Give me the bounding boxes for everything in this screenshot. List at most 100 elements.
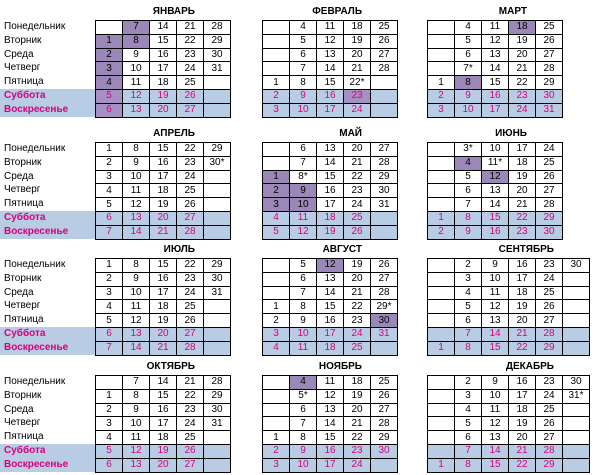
day-cell: 3 bbox=[262, 326, 290, 342]
week-row: 6 13 20 27 bbox=[95, 102, 231, 118]
day-cell: 28 bbox=[535, 61, 563, 77]
month-calendar: МАЙ 6 13 20 27 7 14 21 28 1 8* 15 22 29 2 9 16 23 30 3 10 17 2… bbox=[262, 127, 398, 240]
day-cell: 1 bbox=[262, 75, 290, 90]
week-row: 2 9 16 23 30 bbox=[427, 224, 563, 240]
day-cell: 6 bbox=[95, 457, 123, 473]
day-cell bbox=[203, 102, 231, 118]
day-cell: 14 bbox=[481, 443, 509, 459]
day-cell: 20 bbox=[343, 271, 371, 287]
day-cell: 19 bbox=[343, 33, 371, 49]
day-cell: 6 bbox=[95, 102, 123, 118]
month-title: НОЯБРЬ bbox=[318, 361, 362, 372]
day-cell: 10 bbox=[481, 388, 509, 404]
day-cell: 30 bbox=[562, 375, 590, 390]
day-cell: 9 bbox=[289, 313, 317, 328]
week-row: 6 13 20 27 bbox=[262, 271, 398, 287]
day-cell: 13 bbox=[316, 142, 344, 157]
day-cell: 3 bbox=[427, 102, 455, 118]
day-cell bbox=[262, 20, 290, 35]
weekday-label: Воскресенье bbox=[0, 340, 95, 355]
day-cell: 2 bbox=[427, 88, 455, 104]
day-cell: 23 bbox=[176, 402, 204, 418]
weekday-label: Среда bbox=[4, 286, 34, 298]
day-cell: 24 bbox=[535, 388, 563, 404]
day-cell: 5 bbox=[95, 313, 123, 328]
week-row: 4 11 18 25 bbox=[262, 210, 398, 226]
day-cell: 28 bbox=[535, 197, 563, 212]
day-cell: 10 bbox=[289, 326, 317, 342]
day-cell bbox=[203, 326, 231, 342]
day-cell bbox=[427, 326, 455, 342]
week-row: 4 11 18 25 bbox=[95, 183, 231, 199]
week-row: 3 10 17 24 31 bbox=[95, 416, 231, 432]
day-cell: 10 bbox=[289, 457, 317, 473]
day-cell: 20 bbox=[149, 210, 177, 226]
day-cell: 2 bbox=[95, 47, 123, 63]
week-row: 3 10 17 24 31 bbox=[95, 61, 231, 77]
day-cell: 10 bbox=[122, 61, 150, 77]
day-cell: 23 bbox=[508, 224, 536, 240]
day-cell: 19 bbox=[343, 388, 371, 404]
day-cell: 27 bbox=[176, 457, 204, 473]
day-cell: 19 bbox=[316, 224, 344, 240]
day-cell bbox=[203, 224, 231, 240]
quarter-block: Понедельник Вторник Среда Четверг Пятница Суб… bbox=[0, 360, 600, 473]
weekday-label: Суббота bbox=[0, 88, 95, 103]
day-cell: 27 bbox=[370, 142, 398, 157]
day-cell: 29 bbox=[535, 457, 563, 473]
day-cell: 27 bbox=[176, 102, 204, 118]
day-cell: 12 bbox=[316, 388, 344, 404]
week-row: 7 14 21 28 bbox=[262, 61, 398, 77]
day-cell: 19 bbox=[508, 299, 536, 315]
day-cell: 20 bbox=[508, 183, 536, 199]
day-cell: 15 bbox=[481, 75, 509, 90]
day-cell: 29 bbox=[535, 340, 563, 356]
day-cell: 20 bbox=[149, 102, 177, 118]
month-title: МАЙ bbox=[339, 128, 362, 139]
day-cell: 1 bbox=[427, 210, 455, 226]
month-calendar: НОЯБРЬ 4 11 18 25 5* 12 19 26 6 13 20 27 7 14 21 28 1 8 15 2… bbox=[262, 360, 398, 473]
week-row: 6 13 20 27 bbox=[262, 47, 398, 63]
day-cell: 19 bbox=[508, 33, 536, 49]
weekday-label: Воскресенье bbox=[0, 457, 95, 472]
day-cell: 23 bbox=[535, 258, 563, 273]
day-cell: 30 bbox=[203, 47, 231, 63]
week-row: 5 12 19 26 bbox=[95, 88, 231, 104]
day-cell: 5 bbox=[262, 224, 290, 240]
day-cell: 14 bbox=[149, 375, 177, 390]
month-title: ИЮНЬ bbox=[495, 128, 527, 139]
week-row: 5 12 19 26 bbox=[427, 33, 563, 49]
day-cell: 12 bbox=[122, 443, 150, 459]
day-cell: 20 bbox=[149, 457, 177, 473]
day-cell: 1 bbox=[95, 258, 123, 273]
day-cell: 3 bbox=[95, 416, 123, 432]
day-cell: 21 bbox=[343, 285, 371, 301]
day-cell: 13 bbox=[481, 47, 509, 63]
month-grid: 1 8 15 22 29 2 9 16 23 30* 3 10 17 24 4 11 18 25 5 12 19 26 6 1… bbox=[95, 142, 231, 240]
weekday-label: Четверг bbox=[4, 184, 41, 196]
day-cell: 5 bbox=[454, 169, 482, 185]
day-cell: 7 bbox=[122, 375, 150, 390]
weekday-label: Четверг bbox=[4, 62, 41, 74]
day-cell bbox=[203, 340, 231, 356]
day-cell: 28 bbox=[203, 20, 231, 35]
day-cell bbox=[370, 210, 398, 226]
day-cell: 31 bbox=[535, 102, 563, 118]
day-cell: 27 bbox=[176, 210, 204, 226]
day-cell: 9 bbox=[122, 47, 150, 63]
weekday-label: Среда bbox=[4, 170, 34, 182]
month-grid: 7 14 21 28 1 8 15 22 29 2 9 16 23 30 3 10 17 24 31 4 11 18 25 5… bbox=[95, 375, 231, 473]
day-cell: 30 bbox=[203, 402, 231, 418]
day-cell: 29 bbox=[535, 75, 563, 90]
day-cell: 8* bbox=[289, 169, 317, 185]
day-cell: 8 bbox=[454, 210, 482, 226]
day-cell: 10 bbox=[289, 102, 317, 118]
day-cell: 25 bbox=[176, 183, 204, 199]
day-cell: 10 bbox=[454, 102, 482, 118]
week-row: 7 14 21 28 bbox=[95, 224, 231, 240]
week-row: 6 13 20 27 bbox=[427, 313, 590, 328]
day-cell bbox=[370, 340, 398, 356]
day-cell: 7 bbox=[454, 326, 482, 342]
day-cell bbox=[262, 258, 290, 273]
day-cell bbox=[262, 47, 290, 63]
